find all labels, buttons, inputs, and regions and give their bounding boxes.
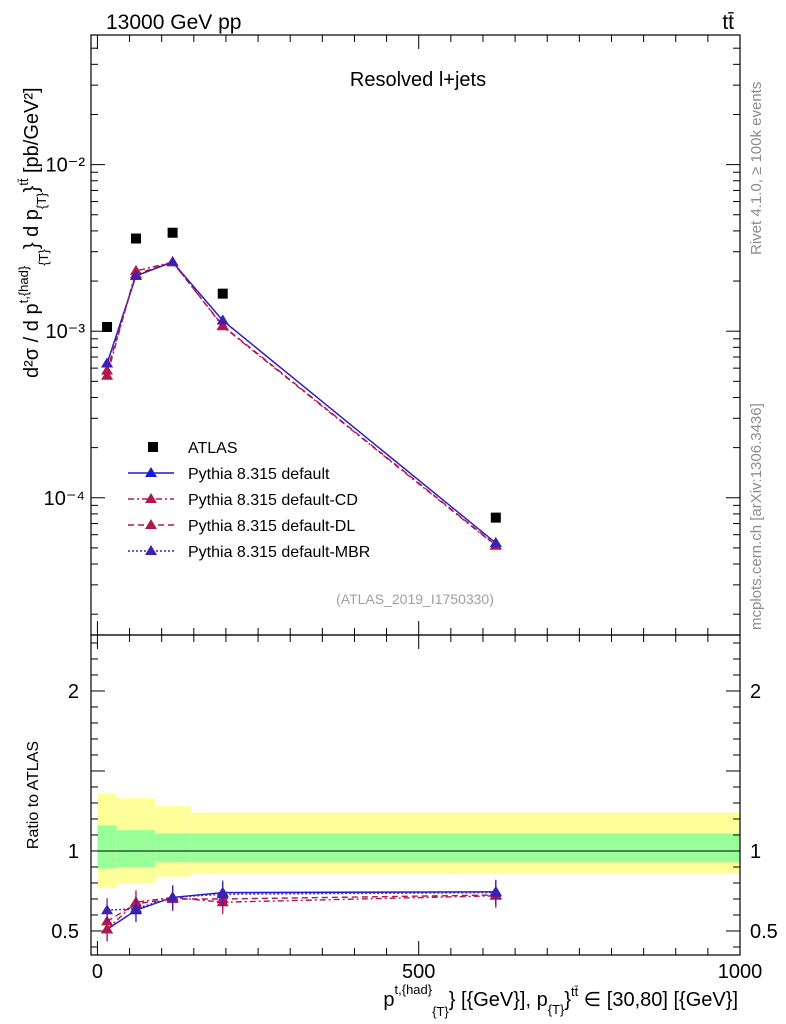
- atlas-data-point: [490, 512, 501, 523]
- ratio-series-marker-3: [129, 902, 142, 913]
- ylabel-sup2: }: [21, 185, 43, 192]
- x-axis-label: pt,{had} {T}} [{GeV}], p{T}}tt̄ ∈ [30,80]…: [383, 982, 738, 1019]
- mc-series-marker-4: [166, 256, 179, 267]
- main-y-tick-label: 10⁻³: [46, 321, 86, 343]
- xlabel-base: p: [383, 989, 394, 1011]
- ratio-series-marker-3: [489, 886, 502, 897]
- ratio-y-tick-label: 0.5: [51, 921, 79, 943]
- mc-series-marker-4: [216, 314, 229, 325]
- main-y-tick-label: 10⁻⁴: [44, 488, 85, 510]
- ratio-plot-frame: [90, 634, 741, 956]
- ylabel-sup1: t,{had}: [16, 265, 31, 303]
- ratio-y-tick-label: 2: [68, 681, 79, 703]
- ylabel-num: d²σ / d p: [21, 303, 43, 378]
- legend-label-dl: Pythia 8.315 default-DL: [188, 518, 355, 535]
- legend-label-default: Pythia 8.315 default: [188, 466, 330, 483]
- atlas-data-point: [167, 227, 178, 238]
- ratio-series: [101, 879, 502, 942]
- legend-marker-mbr: [145, 545, 157, 555]
- xlabel-tail: ∈ [30,80] [{GeV}]: [578, 989, 738, 1011]
- atlas-data-point: [217, 288, 228, 299]
- atlas-data-point: [130, 233, 141, 244]
- ylabel-sup3: tt̄: [16, 178, 31, 186]
- legend: ATLAS Pythia 8.315 default Pythia 8.315 …: [128, 440, 370, 561]
- xlabel-sub2: {T}: [548, 1002, 565, 1017]
- main-y-tick-label: 10⁻²: [46, 155, 86, 177]
- main-panel: Resolved l+jets (ATLAS_2019_I1750330) 10…: [16, 34, 741, 636]
- analysis-tag: (ATLAS_2019_I1750330): [336, 591, 494, 607]
- xlabel-sup1: t,{had}: [395, 982, 433, 997]
- ratio-series-line-2: [106, 894, 496, 922]
- ratio-series-line-1: [106, 895, 496, 930]
- legend-marker-dl: [145, 519, 157, 529]
- rivet-version-label: Rivet 4.1.0, ≥ 100k events: [748, 82, 765, 255]
- legend-marker-default: [145, 467, 157, 477]
- mc-series-line-4: [106, 261, 497, 544]
- ratio-series-line-3: [107, 891, 496, 911]
- ratio-x-ticks: [96, 635, 741, 955]
- mc-series-marker-4: [489, 537, 502, 548]
- x-tick-label: 1000: [718, 961, 763, 983]
- main-y-ticks: [91, 34, 741, 635]
- ratio-series-marker-3: [101, 904, 114, 915]
- x-tick-label: 500: [402, 961, 435, 983]
- ratio-band-inner: [97, 825, 117, 869]
- mc-series-marker-3: [216, 319, 229, 330]
- legend-marker-cd: [145, 493, 157, 503]
- energy-label: 13000 GeV pp: [106, 11, 241, 34]
- mc-series-marker-4: [129, 269, 142, 280]
- ratio-x-tick-labels: 0 500 1000: [92, 961, 762, 983]
- xlabel-mid: } [{GeV}], p: [449, 989, 548, 1011]
- xlabel-sup3: tt̄: [571, 984, 579, 999]
- ratio-band-inner: [116, 830, 156, 867]
- ratio-y-tick-label-right: 0.5: [750, 921, 778, 943]
- ylabel-unit: [pb/GeV²]: [21, 87, 43, 178]
- ratio-band-inner: [190, 833, 741, 863]
- mc-series-marker-3: [101, 364, 114, 375]
- main-y-tick-labels: 10⁻² 10⁻³ 10⁻⁴: [44, 155, 86, 510]
- atlas-data-point: [102, 321, 113, 332]
- ratio-y-tick-label: 1: [68, 841, 79, 863]
- legend-label-atlas: ATLAS: [188, 440, 238, 457]
- ratio-y-tick-label-right: 1: [750, 841, 761, 863]
- ylabel-mid: } d p: [21, 209, 43, 249]
- mcplots-label: mcplots.cern.ch [arXiv:1306.3436]: [748, 403, 765, 630]
- ratio-band-inner: [155, 833, 191, 863]
- ratio-series-marker-3: [166, 891, 179, 902]
- main-series: [101, 227, 502, 550]
- ratio-y-tick-label-right: 2: [750, 681, 761, 703]
- xlabel-sub1: {T}: [432, 1004, 449, 1019]
- main-title: Resolved l+jets: [350, 69, 486, 91]
- legend-label-mbr: Pythia 8.315 default-MBR: [188, 544, 370, 561]
- legend-label-cd: Pythia 8.315 default-CD: [188, 492, 358, 509]
- mc-series-marker-4: [101, 357, 114, 368]
- legend-marker-atlas: [148, 442, 158, 452]
- ratio-y-ticks: [91, 642, 740, 948]
- process-label: tt̄: [722, 11, 734, 34]
- ylabel-sub1: {T}: [36, 248, 51, 265]
- ratio-y-axis-label: Ratio to ATLAS: [25, 741, 42, 849]
- xlabel-sup2: }: [564, 989, 571, 1011]
- ratio-y-tick-labels: 0.5 0.5 1 1 2 2: [51, 681, 778, 943]
- ratio-uncertainty-bands: [97, 793, 741, 888]
- mc-series-marker-2: [101, 369, 114, 380]
- main-y-axis-label: d²σ / d pt,{had} {T}} d p{T}}tt̄ [pb/GeV²…: [16, 87, 51, 378]
- x-tick-label: 0: [92, 961, 103, 983]
- ylabel-sub2: {T}: [34, 192, 49, 209]
- ratio-panel: 0.5 0.5 1 1 2 2 0 500 1000 Ratio to ATLAS pt,{h…: [25, 634, 778, 1019]
- ratio-series-marker-3: [216, 888, 229, 899]
